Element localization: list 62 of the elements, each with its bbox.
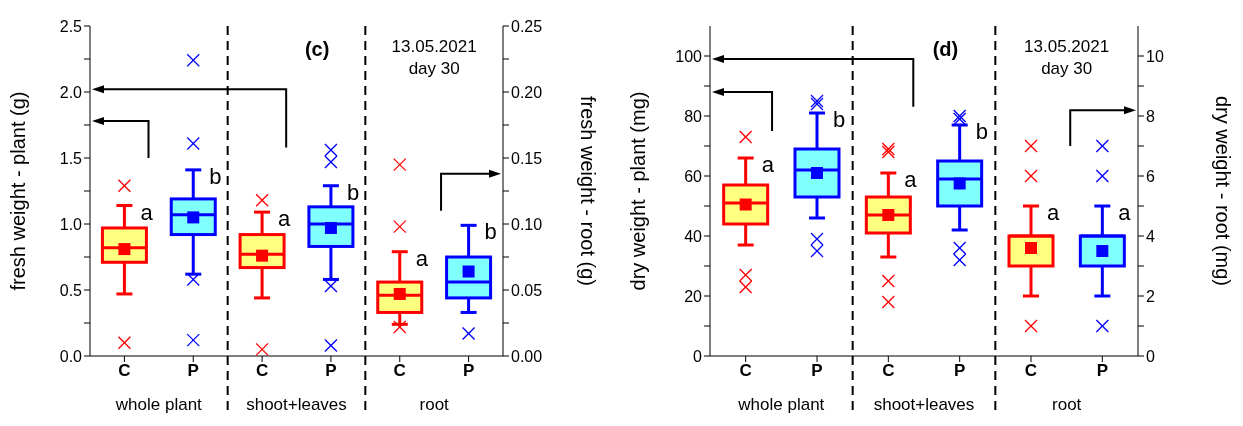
y2-tick-label: 0.05	[511, 281, 543, 299]
annotation: a	[278, 206, 292, 232]
annotation: b	[833, 107, 846, 132]
annotation: a	[904, 167, 918, 192]
y2-tick-label: 0.00	[511, 347, 543, 365]
annotation: a	[415, 245, 429, 271]
annotation: 13.05.2021 day 30	[1024, 37, 1110, 78]
y-tick-label: 40	[684, 227, 703, 245]
text: whole plant	[114, 395, 203, 414]
x-tick-label: P	[187, 361, 199, 381]
annotation: (c)	[304, 38, 330, 60]
y2-tick-label: 8	[1146, 107, 1155, 125]
annotation: a	[761, 152, 775, 177]
y2-tick-label: 0.20	[511, 83, 543, 101]
x-tick-label: C	[118, 361, 131, 381]
y2-tick-label: 6	[1146, 167, 1155, 185]
x-tick-label: C	[882, 361, 895, 381]
y2-tick-label: 0.10	[511, 215, 543, 233]
y-tick-label: 1.5	[59, 149, 83, 167]
annotation: a	[140, 199, 154, 225]
text: whole plant	[737, 395, 825, 414]
x-tick-label: P	[1096, 361, 1109, 381]
text: root	[1052, 395, 1082, 414]
x-tick-label: P	[325, 361, 337, 381]
y-tick-label: 2.5	[59, 17, 83, 35]
y2-tick-label: 4	[1146, 227, 1155, 245]
annotation: a	[1047, 200, 1060, 225]
y-tick-label: 0.0	[59, 347, 83, 365]
y-tick-label: 0	[693, 347, 703, 365]
x-tick-label: C	[739, 361, 752, 381]
y-tick-label: 2.0	[59, 83, 83, 101]
y-axis-title: dry weight - plant (mg)	[627, 91, 650, 291]
annotation: b	[975, 119, 988, 144]
y2-tick-label: 0	[1146, 347, 1155, 365]
annotation: a	[1118, 200, 1132, 225]
annotation: b	[209, 163, 222, 189]
x-tick-label: C	[1024, 361, 1038, 381]
y-tick-label: 20	[684, 287, 703, 305]
y-tick-label: 60	[684, 167, 703, 185]
x-tick-label: C	[393, 361, 406, 381]
y2-tick-label: 10	[1146, 47, 1164, 65]
y2-tick-label: 0.15	[511, 149, 543, 167]
y2-axis-title: fresh weight - root (g)	[576, 95, 599, 287]
x-tick-label: P	[811, 361, 823, 381]
annotation: 13.05.2021 day 30	[391, 37, 477, 78]
x-tick-label: P	[953, 361, 966, 381]
x-tick-label: P	[462, 361, 475, 381]
y2-tick-label: 0.25	[511, 17, 543, 35]
y2-tick-label: 2	[1146, 287, 1155, 305]
annotation: (d)	[932, 38, 959, 60]
text: shoot+leaves	[246, 395, 347, 414]
text: shoot+leaves	[873, 395, 975, 414]
y-tick-label: 80	[684, 107, 703, 125]
y-tick-label: 1.0	[59, 215, 83, 233]
annotation: b	[484, 219, 497, 245]
annotation: b	[346, 179, 360, 205]
y-tick-label: 0.5	[59, 281, 83, 299]
x-tick-label: C	[255, 361, 269, 381]
y-tick-label: 100	[675, 47, 703, 65]
text: root	[419, 395, 450, 414]
y-axis-title: fresh weight - plant (g)	[7, 91, 30, 291]
y2-axis-title: dry weight - root (mg)	[1211, 95, 1234, 287]
